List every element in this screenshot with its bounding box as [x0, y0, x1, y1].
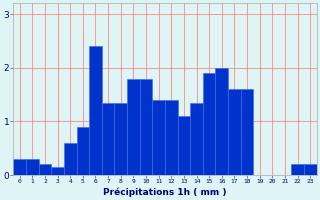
Bar — [165, 100, 178, 175]
Bar — [13, 159, 26, 175]
Bar — [203, 73, 215, 175]
Bar — [26, 159, 39, 175]
Bar — [115, 103, 127, 175]
Bar — [39, 164, 51, 175]
Bar — [291, 164, 304, 175]
Bar — [89, 46, 102, 175]
Bar — [178, 116, 190, 175]
Bar — [140, 79, 152, 175]
Bar — [127, 79, 140, 175]
Bar — [152, 100, 165, 175]
Bar — [102, 103, 115, 175]
Bar — [76, 127, 89, 175]
Bar — [241, 89, 253, 175]
Bar — [215, 68, 228, 175]
Bar — [64, 143, 76, 175]
Bar — [190, 103, 203, 175]
Bar — [51, 167, 64, 175]
Bar — [228, 89, 241, 175]
X-axis label: Précipitations 1h ( mm ): Précipitations 1h ( mm ) — [103, 187, 227, 197]
Bar — [304, 164, 316, 175]
